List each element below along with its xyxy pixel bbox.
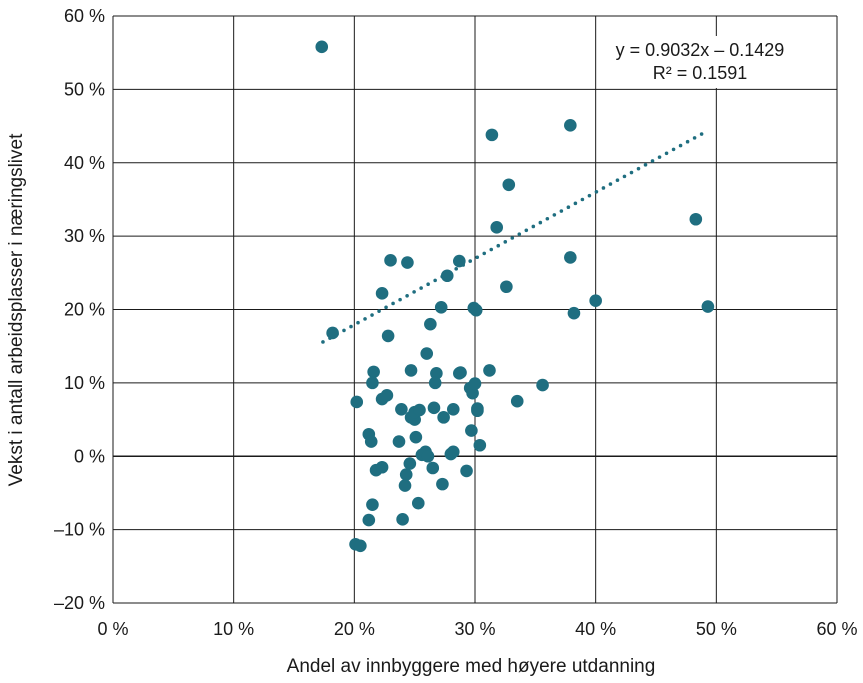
data-point xyxy=(375,460,389,474)
data-point xyxy=(315,40,329,54)
data-point xyxy=(434,300,448,314)
y-axis-title: Vekst i antall arbeidsplasser i næringsl… xyxy=(6,133,27,486)
trendline-annotation: y = 0.9032x – 0.1429 R² = 0.1591 xyxy=(598,36,808,88)
data-point xyxy=(396,513,409,526)
data-point xyxy=(403,457,417,470)
data-point xyxy=(468,377,482,390)
data-point xyxy=(411,496,425,510)
y-tick-label: 10 % xyxy=(64,373,105,393)
data-point xyxy=(354,539,367,553)
data-point xyxy=(436,477,449,491)
data-point xyxy=(453,254,466,268)
tick-labels: 0 % 10 % 20 % 30 % 40 % 50 % 60 % –20 % –10 % 0 %… xyxy=(54,6,858,639)
data-point xyxy=(409,430,423,444)
data-point xyxy=(367,365,380,379)
x-tick-label: 40 % xyxy=(575,619,616,639)
trendline-group xyxy=(321,130,707,344)
data-point xyxy=(395,402,408,416)
data-point xyxy=(589,294,602,307)
x-tick-label: 30 % xyxy=(454,619,495,639)
data-point xyxy=(460,464,473,478)
data-point xyxy=(430,367,443,380)
data-point xyxy=(420,347,434,360)
data-point xyxy=(426,461,440,475)
data-point xyxy=(564,251,577,264)
data-point xyxy=(446,402,460,416)
data-point xyxy=(466,386,479,400)
data-point xyxy=(567,306,581,320)
data-point xyxy=(326,326,339,340)
data-point xyxy=(366,376,379,390)
data-point xyxy=(401,256,414,269)
data-point xyxy=(380,389,394,402)
data-point xyxy=(350,395,364,409)
data-point xyxy=(437,411,450,424)
data-point xyxy=(424,317,437,331)
data-point xyxy=(404,364,418,377)
y-tick-label: 50 % xyxy=(64,79,105,99)
data-point xyxy=(362,513,376,527)
gridlines xyxy=(112,15,838,604)
data-point xyxy=(428,376,442,390)
data-point xyxy=(364,435,378,448)
data-point xyxy=(399,468,413,481)
data-point xyxy=(471,402,484,415)
x-axis-title: Andel av innbyggere med høyere utdanning xyxy=(287,656,656,677)
data-point xyxy=(502,178,516,192)
y-tick-label: 20 % xyxy=(64,300,105,320)
y-tick-label: 30 % xyxy=(64,226,105,246)
data-point xyxy=(564,119,577,132)
data-point xyxy=(701,300,715,313)
data-point xyxy=(483,364,496,377)
data-points xyxy=(315,40,715,553)
data-point xyxy=(689,212,703,226)
data-point xyxy=(510,394,524,408)
y-tick-label: 40 % xyxy=(64,153,105,173)
data-point xyxy=(427,401,441,415)
data-point xyxy=(440,269,454,283)
trendline-equation: y = 0.9032x – 0.1429 xyxy=(616,40,785,60)
data-point xyxy=(384,254,397,267)
data-point xyxy=(446,445,460,459)
y-tick-label: 60 % xyxy=(64,6,105,26)
trendline-r-squared: R² = 0.1591 xyxy=(653,63,748,83)
data-point xyxy=(469,303,483,317)
data-point xyxy=(413,403,426,417)
x-tick-label: 50 % xyxy=(696,619,737,639)
data-point xyxy=(392,435,406,448)
y-tick-label: 0 % xyxy=(74,446,105,466)
data-point xyxy=(473,438,487,452)
data-point xyxy=(454,366,467,379)
data-point xyxy=(465,424,478,437)
data-point xyxy=(500,280,513,294)
y-tick-label: –20 % xyxy=(54,593,105,613)
data-point xyxy=(536,378,549,392)
x-tick-label: 60 % xyxy=(816,619,857,639)
data-point xyxy=(485,128,499,142)
x-tick-label: 20 % xyxy=(334,619,375,639)
x-tick-label: 0 % xyxy=(97,619,128,639)
x-tick-label: 10 % xyxy=(213,619,254,639)
data-point xyxy=(421,449,435,463)
data-point xyxy=(398,479,412,492)
trendline xyxy=(321,130,707,344)
data-point xyxy=(381,329,395,343)
annotation-background xyxy=(598,36,808,88)
data-point xyxy=(490,221,504,234)
y-tick-label: –10 % xyxy=(54,520,105,540)
data-point xyxy=(366,498,379,511)
data-point xyxy=(375,287,389,300)
